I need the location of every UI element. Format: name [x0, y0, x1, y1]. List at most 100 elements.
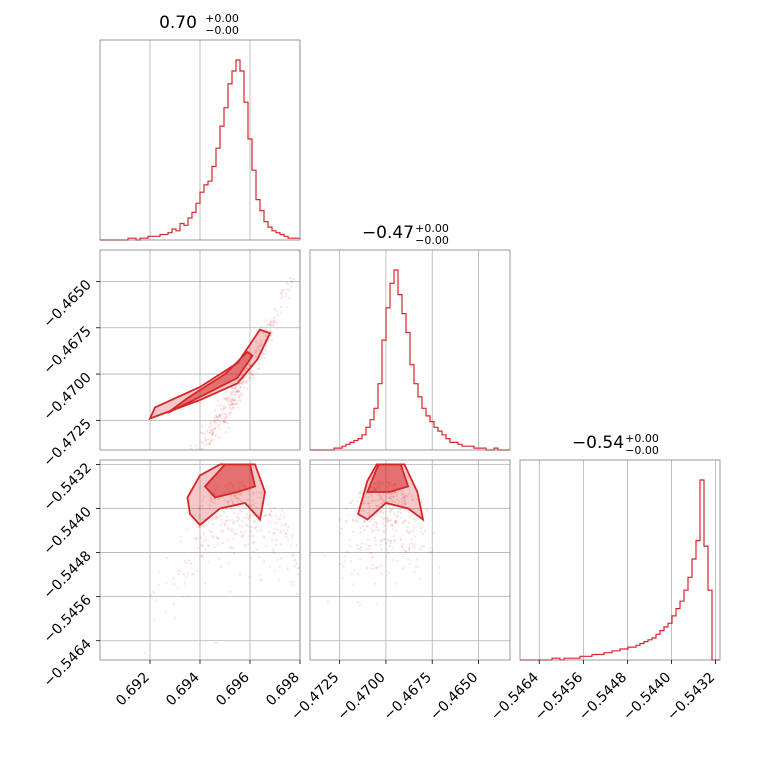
sample-point: [372, 509, 375, 512]
sample-point: [359, 558, 362, 561]
param-title-lower-2: −0.00: [625, 444, 659, 457]
sample-point: [265, 544, 268, 548]
sample-point: [273, 319, 276, 322]
sample-point: [339, 532, 342, 535]
sample-point: [243, 380, 246, 384]
sample-point: [251, 369, 254, 373]
sample-point: [356, 601, 360, 604]
sample-point: [245, 523, 249, 527]
sample-point: [153, 619, 156, 622]
sample-point: [327, 600, 330, 603]
sample-point: [238, 399, 242, 402]
sample-point: [366, 525, 369, 528]
sample-point: [190, 444, 193, 448]
sample-point: [284, 295, 287, 298]
sample-point: [370, 552, 374, 555]
sample-point: [281, 295, 284, 298]
sample-point: [258, 579, 261, 582]
sample-point: [217, 399, 220, 402]
sample-point: [206, 543, 210, 547]
sample-point: [228, 413, 231, 416]
sample-point: [240, 393, 244, 397]
sample-point: [212, 428, 215, 431]
panel-bg: [520, 460, 720, 660]
sample-point: [244, 369, 247, 373]
sample-point: [232, 402, 235, 406]
sample-point: [391, 558, 395, 562]
sample-point: [218, 420, 222, 424]
sample-point: [352, 519, 355, 522]
sample-point: [280, 292, 283, 295]
sample-point: [382, 529, 386, 532]
sample-point: [352, 583, 355, 586]
sample-point: [201, 499, 205, 502]
sample-point: [143, 652, 146, 655]
sample-point: [279, 542, 282, 546]
sample-point: [428, 547, 431, 550]
sample-point: [403, 519, 406, 522]
sample-point: [211, 431, 215, 435]
sample-point: [391, 500, 394, 503]
sample-point: [255, 506, 258, 509]
sample-point: [360, 509, 364, 512]
sample-point: [233, 506, 236, 509]
sample-point: [380, 548, 383, 551]
sample-point: [216, 537, 220, 540]
sample-point: [279, 529, 282, 532]
sample-point: [198, 513, 201, 516]
sample-point: [275, 310, 278, 313]
sample-point: [411, 498, 414, 502]
panel-1-0: [99, 249, 301, 451]
sample-point: [266, 514, 269, 517]
sample-point: [269, 334, 273, 337]
sample-point: [281, 289, 284, 292]
sample-point: [211, 501, 214, 504]
sample-point: [224, 417, 227, 420]
sample-point: [380, 510, 383, 513]
sample-point: [257, 345, 260, 348]
sample-point: [389, 540, 392, 543]
sample-point: [206, 429, 209, 432]
sample-point: [231, 398, 234, 401]
sample-point: [411, 523, 415, 527]
sample-point: [256, 519, 259, 522]
sample-point: [180, 535, 183, 538]
sample-point: [202, 447, 205, 451]
sample-point: [235, 400, 238, 403]
sample-point: [370, 494, 373, 498]
sample-point: [225, 416, 229, 419]
sample-point: [177, 572, 180, 575]
sample-point: [264, 349, 267, 352]
sample-point: [222, 407, 225, 410]
sample-point: [249, 557, 253, 560]
sample-point: [381, 522, 385, 525]
sample-point: [414, 535, 417, 539]
sample-point: [273, 569, 276, 572]
sample-point: [274, 521, 277, 525]
sample-point: [271, 550, 275, 553]
sample-point: [375, 526, 378, 529]
sample-point: [202, 532, 205, 536]
sample-point: [394, 519, 397, 523]
sample-point: [242, 533, 245, 536]
sample-point: [418, 577, 422, 581]
sample-point: [340, 527, 343, 531]
sample-point: [389, 506, 392, 510]
panel-frame: [309, 459, 511, 661]
sample-point: [414, 520, 417, 523]
sample-point: [249, 505, 252, 508]
sample-point: [222, 420, 226, 423]
sample-point: [214, 641, 218, 644]
sample-point: [345, 521, 348, 524]
sample-point: [179, 541, 183, 544]
sample-point: [431, 550, 434, 554]
sample-point: [242, 381, 245, 384]
sample-point: [209, 429, 212, 432]
sample-point: [214, 434, 218, 437]
sample-point: [259, 491, 262, 495]
sample-point: [193, 537, 197, 540]
sample-point: [407, 546, 411, 550]
sample-point: [370, 518, 374, 521]
sample-point: [247, 518, 251, 521]
sample-point: [363, 501, 366, 505]
